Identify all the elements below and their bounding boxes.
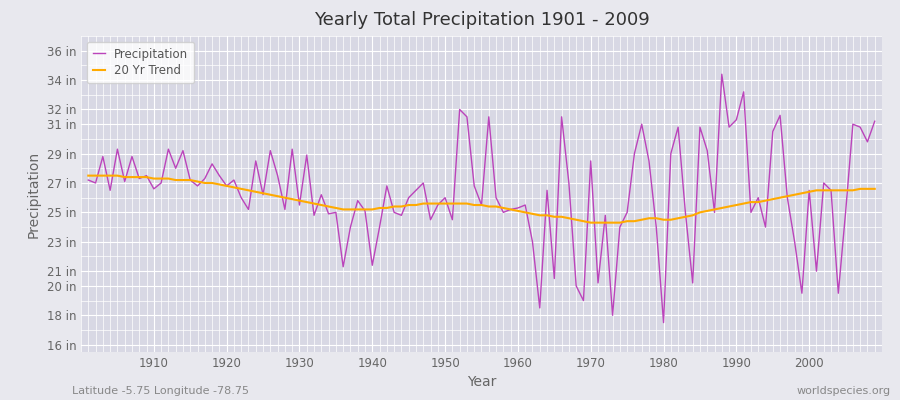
20 Yr Trend xyxy=(512,208,523,213)
Precipitation xyxy=(658,320,669,325)
20 Yr Trend xyxy=(83,173,94,178)
20 Yr Trend xyxy=(505,207,516,212)
X-axis label: Year: Year xyxy=(467,376,496,390)
Precipitation xyxy=(141,173,152,178)
Text: worldspecies.org: worldspecies.org xyxy=(796,386,891,396)
20 Yr Trend xyxy=(608,220,618,225)
20 Yr Trend xyxy=(302,200,312,204)
Precipitation xyxy=(512,206,523,210)
Precipitation xyxy=(83,178,94,182)
Precipitation xyxy=(505,207,516,212)
20 Yr Trend xyxy=(869,186,880,191)
Text: Latitude -5.75 Longitude -78.75: Latitude -5.75 Longitude -78.75 xyxy=(72,386,249,396)
Legend: Precipitation, 20 Yr Trend: Precipitation, 20 Yr Trend xyxy=(87,42,194,83)
Precipitation xyxy=(345,225,356,230)
Precipitation xyxy=(600,213,611,218)
Y-axis label: Precipitation: Precipitation xyxy=(27,150,41,238)
20 Yr Trend xyxy=(345,207,356,212)
20 Yr Trend xyxy=(585,220,596,225)
Precipitation xyxy=(869,119,880,124)
Precipitation xyxy=(716,72,727,77)
Line: Precipitation: Precipitation xyxy=(88,74,875,323)
20 Yr Trend xyxy=(141,175,152,180)
Precipitation xyxy=(302,153,312,158)
Title: Yearly Total Precipitation 1901 - 2009: Yearly Total Precipitation 1901 - 2009 xyxy=(313,11,650,29)
Line: 20 Yr Trend: 20 Yr Trend xyxy=(88,176,875,223)
